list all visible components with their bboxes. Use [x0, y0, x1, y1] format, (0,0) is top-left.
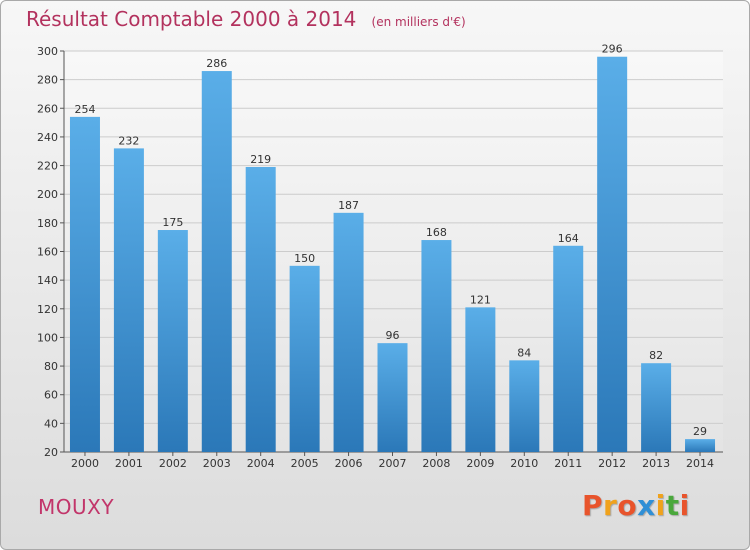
value-label-2002: 175: [162, 216, 183, 229]
y-tick-label: 200: [37, 188, 58, 201]
value-label-2012: 296: [602, 43, 623, 56]
bar-2012: [597, 56, 628, 452]
labels: 254 2000 232 2001 175 2002 286 2003 219 2004 150 20…: [71, 43, 714, 470]
y-tick-label: 180: [37, 217, 58, 230]
x-tick-label-2012: 2012: [598, 457, 626, 470]
y-tick-label: 280: [37, 74, 58, 87]
x-tick-label-2008: 2008: [422, 457, 450, 470]
x-tick-label-2014: 2014: [686, 457, 714, 470]
y-tick-label: 220: [37, 160, 58, 173]
y-tick-label: 20: [44, 446, 58, 459]
x-tick-label-2011: 2011: [554, 457, 582, 470]
value-label-2000: 254: [74, 103, 95, 116]
value-label-2010: 84: [517, 346, 531, 359]
logo-letter: x: [637, 489, 656, 522]
y-tick-label: 120: [37, 303, 58, 316]
chart-title-row: Résultat Comptable 2000 à 2014 (en milli…: [26, 7, 466, 31]
bar-2011: [553, 245, 584, 452]
chart-unit: (en milliers d'€): [371, 15, 466, 29]
y-tick-label: 260: [37, 102, 58, 115]
x-tick-label-2009: 2009: [466, 457, 494, 470]
x-tick-label-2002: 2002: [159, 457, 187, 470]
bar-2010: [509, 360, 540, 452]
x-tick-label-2001: 2001: [115, 457, 143, 470]
bar-2001: [113, 148, 144, 452]
bar-2009: [465, 307, 496, 452]
value-label-2003: 286: [206, 57, 227, 70]
logo-letter: t: [665, 489, 680, 522]
bar-2014: [685, 439, 716, 452]
value-label-2005: 150: [294, 252, 315, 265]
x-tick-label-2006: 2006: [335, 457, 363, 470]
value-label-2008: 168: [426, 226, 447, 239]
y-tick-label: 60: [44, 389, 58, 402]
logo-letter: i: [679, 489, 690, 522]
bars: [69, 56, 716, 453]
bar-2000: [69, 116, 100, 452]
bar-2013: [641, 363, 672, 452]
chart-title: Résultat Comptable 2000 à 2014: [26, 7, 357, 31]
value-label-2006: 187: [338, 199, 359, 212]
bar-2006: [333, 212, 364, 452]
bar-2002: [157, 230, 188, 452]
y-tick-label: 80: [44, 360, 58, 373]
commune-name: MOUXY: [38, 495, 115, 519]
y-tick-label: 140: [37, 274, 58, 287]
value-label-2001: 232: [118, 134, 139, 147]
y-tick-label: 300: [37, 45, 58, 58]
x-tick-label-2003: 2003: [203, 457, 231, 470]
x-tick-label-2005: 2005: [291, 457, 319, 470]
value-label-2014: 29: [693, 425, 707, 438]
bar-2003: [201, 71, 232, 453]
y-tick-label: 160: [37, 246, 58, 259]
value-label-2011: 164: [558, 232, 579, 245]
y-tick-label: 240: [37, 131, 58, 144]
logo-letter: o: [617, 489, 638, 522]
logo-letter: P: [582, 489, 604, 522]
bar-2004: [245, 167, 276, 452]
logo-letter: i: [655, 489, 666, 522]
y-tick-label: 100: [37, 331, 58, 344]
proxiti-logo: Proxiti: [582, 489, 690, 522]
x-tick-label-2004: 2004: [247, 457, 275, 470]
x-tick-label-2007: 2007: [379, 457, 407, 470]
value-label-2009: 121: [470, 293, 491, 306]
bar-2007: [377, 343, 408, 452]
bar-2008: [421, 240, 452, 452]
value-label-2004: 219: [250, 153, 271, 166]
bar-2005: [289, 265, 320, 452]
logo-letter: r: [603, 489, 618, 522]
x-tick-label-2013: 2013: [642, 457, 670, 470]
x-tick-label-2000: 2000: [71, 457, 99, 470]
y-tick-label: 40: [44, 417, 58, 430]
x-tick-label-2010: 2010: [510, 457, 538, 470]
value-label-2007: 96: [386, 329, 400, 342]
value-label-2013: 82: [649, 349, 663, 362]
